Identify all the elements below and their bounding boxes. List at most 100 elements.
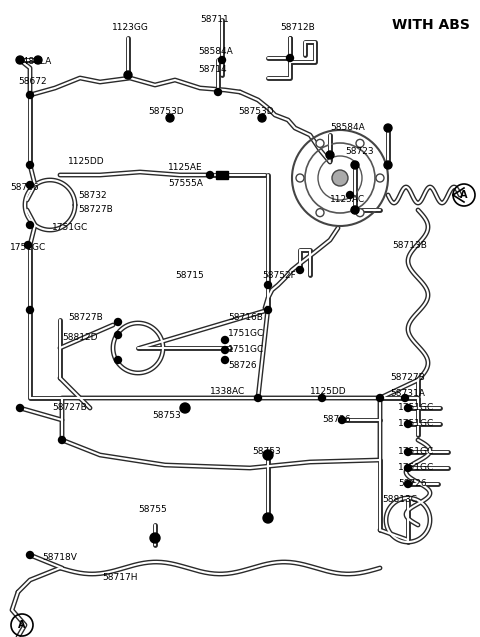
- Circle shape: [405, 464, 411, 471]
- Circle shape: [319, 394, 325, 401]
- Text: 1751GC: 1751GC: [398, 420, 434, 429]
- Text: 58753D: 58753D: [148, 108, 184, 117]
- Text: 58717H: 58717H: [102, 573, 137, 582]
- Circle shape: [316, 140, 324, 147]
- Circle shape: [180, 403, 190, 413]
- Text: 58715: 58715: [175, 271, 204, 280]
- Circle shape: [16, 56, 24, 64]
- Text: 58713B: 58713B: [392, 241, 427, 250]
- Circle shape: [356, 209, 364, 217]
- Text: 58752F: 58752F: [262, 271, 296, 280]
- Circle shape: [297, 266, 303, 273]
- Text: 1125AE: 1125AE: [168, 164, 203, 173]
- Circle shape: [264, 282, 272, 289]
- Text: 58711: 58711: [200, 15, 229, 24]
- Text: 1751GC: 1751GC: [398, 448, 434, 457]
- Circle shape: [59, 436, 65, 443]
- Text: 1751GC: 1751GC: [398, 403, 434, 413]
- Circle shape: [150, 533, 160, 543]
- Text: 58727B: 58727B: [390, 373, 425, 382]
- Text: 57555A: 57555A: [168, 180, 203, 189]
- Text: 58584A: 58584A: [198, 48, 233, 57]
- Circle shape: [26, 92, 34, 99]
- Text: 1751GC: 1751GC: [228, 345, 264, 355]
- Circle shape: [115, 318, 121, 326]
- Text: 58726: 58726: [322, 415, 350, 424]
- Circle shape: [263, 450, 273, 460]
- Text: 58732: 58732: [78, 190, 107, 199]
- Circle shape: [405, 480, 411, 487]
- Text: 1751GC: 1751GC: [398, 464, 434, 473]
- Text: 1125AC: 1125AC: [330, 196, 365, 204]
- Text: 58727B: 58727B: [52, 403, 87, 413]
- Circle shape: [254, 394, 262, 401]
- Circle shape: [221, 336, 228, 343]
- Circle shape: [16, 404, 24, 412]
- Circle shape: [338, 417, 346, 424]
- Text: 58753D: 58753D: [238, 108, 274, 117]
- Circle shape: [218, 57, 226, 64]
- Circle shape: [384, 161, 392, 169]
- Circle shape: [405, 420, 411, 427]
- Circle shape: [401, 394, 408, 401]
- Circle shape: [376, 174, 384, 182]
- Text: 1123GG: 1123GG: [112, 24, 149, 32]
- Text: 1125DD: 1125DD: [310, 387, 347, 396]
- Circle shape: [287, 55, 293, 62]
- Text: 58755: 58755: [138, 506, 167, 515]
- Text: 58726: 58726: [228, 362, 257, 371]
- Circle shape: [124, 71, 132, 79]
- Circle shape: [351, 206, 359, 214]
- Text: 58723: 58723: [345, 148, 373, 157]
- Circle shape: [206, 171, 214, 178]
- Text: 58718V: 58718V: [42, 554, 77, 562]
- Circle shape: [376, 394, 384, 401]
- Circle shape: [347, 192, 353, 199]
- Circle shape: [26, 306, 34, 313]
- Text: 58812D: 58812D: [62, 334, 97, 343]
- Circle shape: [26, 552, 34, 559]
- Text: 58727B: 58727B: [68, 313, 103, 322]
- Text: 58726: 58726: [398, 480, 427, 489]
- Text: 58726: 58726: [10, 183, 38, 192]
- Circle shape: [26, 222, 34, 229]
- Circle shape: [166, 114, 174, 122]
- Circle shape: [263, 513, 273, 523]
- Text: 1338AC: 1338AC: [210, 387, 245, 396]
- Bar: [216, 171, 228, 179]
- Text: 1489LA: 1489LA: [18, 57, 52, 66]
- Circle shape: [351, 206, 359, 213]
- Circle shape: [26, 182, 34, 189]
- Circle shape: [221, 357, 228, 364]
- Circle shape: [351, 161, 359, 169]
- Text: 58753: 58753: [152, 410, 181, 420]
- Circle shape: [115, 331, 121, 338]
- Circle shape: [258, 114, 266, 122]
- Text: 58753: 58753: [252, 448, 281, 457]
- Text: A: A: [460, 190, 468, 200]
- Circle shape: [215, 89, 221, 96]
- Text: 58716B: 58716B: [228, 313, 263, 322]
- Circle shape: [405, 404, 411, 412]
- Circle shape: [115, 357, 121, 364]
- Circle shape: [24, 241, 32, 248]
- Text: 1751GC: 1751GC: [10, 243, 46, 252]
- Text: 1751GC: 1751GC: [228, 329, 264, 338]
- Circle shape: [34, 56, 42, 64]
- Circle shape: [221, 347, 228, 354]
- Circle shape: [332, 170, 348, 186]
- Text: 58813C: 58813C: [382, 496, 417, 505]
- Circle shape: [326, 151, 334, 159]
- Circle shape: [356, 140, 364, 147]
- Text: 1751GC: 1751GC: [52, 224, 88, 233]
- Text: 58584A: 58584A: [330, 124, 365, 132]
- Circle shape: [405, 448, 411, 455]
- Text: WITH ABS: WITH ABS: [392, 18, 470, 32]
- Text: 58712B: 58712B: [280, 24, 315, 32]
- Text: A: A: [18, 620, 26, 630]
- Circle shape: [264, 306, 272, 313]
- Text: 58714: 58714: [198, 66, 227, 75]
- Circle shape: [316, 209, 324, 217]
- Text: 58731A: 58731A: [390, 389, 425, 399]
- Circle shape: [26, 162, 34, 169]
